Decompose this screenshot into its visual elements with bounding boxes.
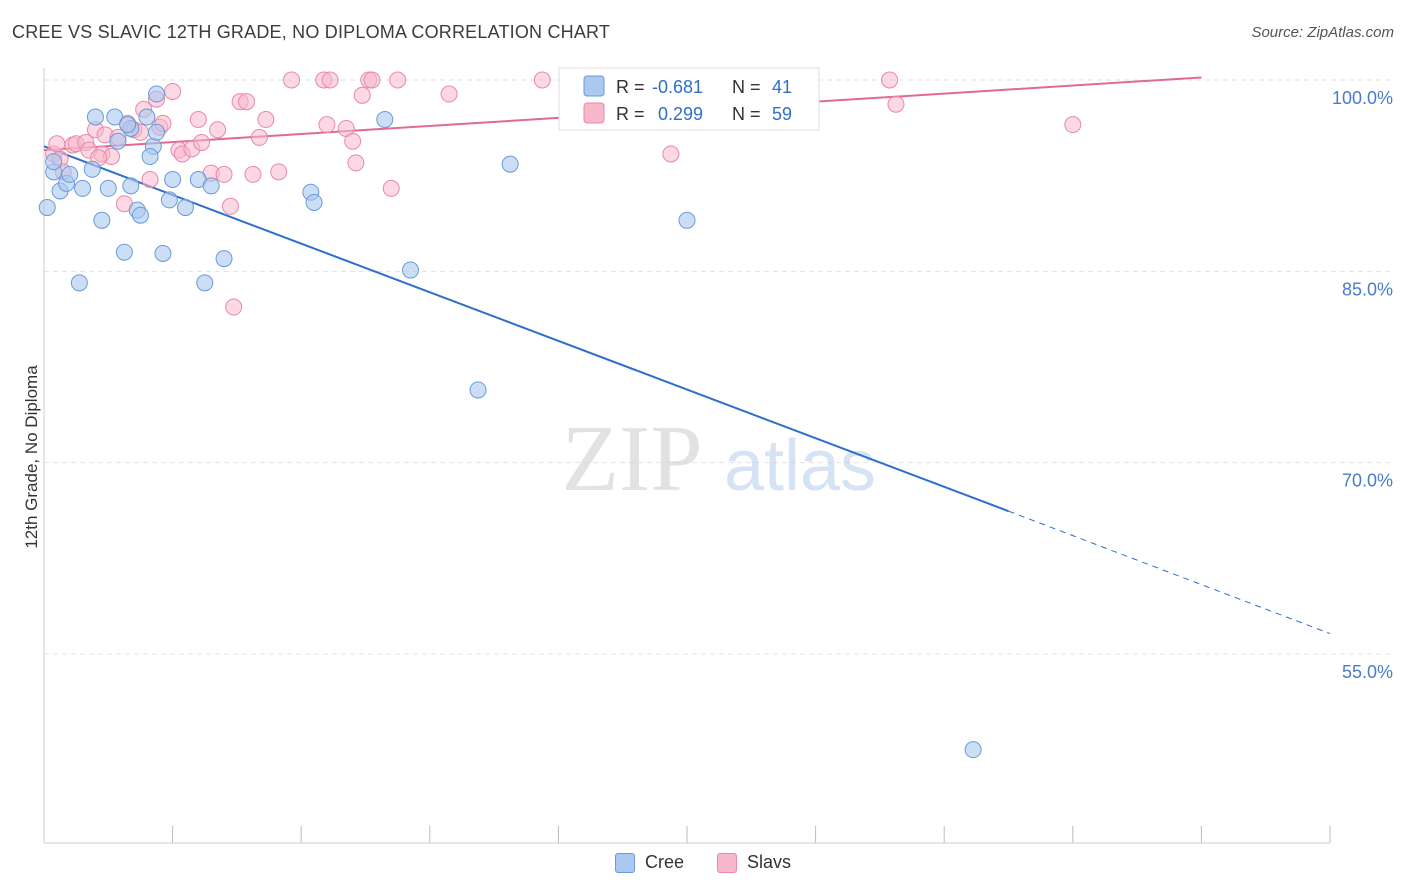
y-tick-label: 100.0%	[1332, 88, 1393, 108]
legend-label-slavs: Slavs	[747, 852, 792, 872]
y-axis-label: 12th Grade, No Diploma	[22, 365, 41, 549]
slavs-point	[440, 85, 458, 103]
cree-point	[115, 243, 133, 261]
cree-point	[678, 211, 696, 229]
cree-point	[138, 108, 156, 126]
slavs-point	[382, 179, 400, 197]
slavs-point	[881, 71, 899, 89]
slavs-point	[244, 165, 262, 183]
cree-point	[61, 165, 79, 183]
slavs-point	[533, 71, 551, 89]
cree-point	[122, 177, 140, 195]
legend-item-slavs[interactable]: Slavs	[717, 852, 791, 873]
cree-point	[402, 261, 420, 279]
slavs-point	[221, 197, 239, 215]
cree-point	[131, 206, 149, 224]
chart-source: Source: ZipAtlas.com	[1251, 24, 1394, 41]
cree-r-value: -0.681	[652, 77, 703, 97]
slavs-point	[344, 132, 362, 150]
slavs-point	[1064, 116, 1082, 134]
cree-point	[160, 191, 178, 209]
slavs-stats-swatch	[583, 102, 605, 124]
legend-label-cree: Cree	[644, 852, 684, 872]
cree-point	[148, 85, 166, 103]
cree-point	[83, 160, 101, 178]
cree-point	[376, 111, 394, 129]
cree-n-label: N =	[732, 77, 761, 97]
cree-point	[154, 244, 172, 262]
cree-point	[501, 155, 519, 173]
cree-point	[106, 108, 124, 126]
slavs-n-label: N =	[732, 104, 761, 124]
slavs-point	[353, 86, 371, 104]
y-tick-label: 55.0%	[1342, 662, 1393, 682]
cree-point	[148, 123, 166, 141]
slavs-point	[141, 170, 159, 188]
cree-point	[305, 193, 323, 211]
cree-point	[164, 170, 182, 188]
cree-trend-line	[43, 145, 1009, 513]
legend-swatch-slavs	[717, 852, 737, 873]
legend-item-cree[interactable]: Cree	[614, 852, 684, 873]
slavs-point	[887, 95, 905, 113]
cree-point	[86, 108, 104, 126]
series-legend: Cree Slavs	[0, 852, 1406, 878]
slavs-r-value: 0.299	[658, 104, 703, 124]
slavs-point	[189, 111, 207, 129]
stats-legend: R = -0.681 N = 41 R = 0.299 N = 59	[558, 67, 820, 131]
slavs-point	[250, 128, 268, 146]
slavs-point	[662, 145, 680, 163]
cree-point	[176, 199, 194, 217]
trend-lines	[43, 76, 1331, 635]
y-tick-label: 85.0%	[1342, 279, 1393, 299]
y-tick-label: 70.0%	[1342, 471, 1393, 491]
cree-point	[109, 132, 127, 150]
slavs-point	[225, 298, 243, 316]
cree-point	[99, 179, 117, 197]
slavs-r-label: R =	[616, 104, 645, 124]
cree-point	[93, 211, 111, 229]
slavs-point	[238, 93, 256, 111]
cree-point	[70, 274, 88, 292]
cree-point	[964, 741, 982, 759]
cree-point	[196, 274, 214, 292]
cree-point	[215, 250, 233, 268]
chart-title: CREE VS SLAVIC 12TH GRADE, NO DIPLOMA CO…	[12, 22, 611, 42]
slavs-point	[215, 165, 233, 183]
slavs-point	[318, 116, 336, 134]
slavs-point	[209, 121, 227, 139]
axes	[43, 68, 1331, 844]
slavs-point	[48, 135, 66, 153]
slavs-point	[193, 134, 211, 152]
watermark: ZIP atlas	[562, 407, 877, 511]
cree-r-label: R =	[616, 77, 645, 97]
watermark-atlas: atlas	[724, 426, 876, 506]
slavs-point	[257, 111, 275, 129]
slavs-point	[283, 71, 301, 89]
cree-point	[45, 153, 63, 171]
tick-labels: 100.0%85.0%70.0%55.0%0.0%40.0%	[1332, 88, 1393, 682]
slavs-n-value: 59	[772, 104, 792, 124]
slavs-point	[164, 82, 182, 100]
cree-point	[119, 116, 137, 134]
legend-swatch-cree	[614, 852, 635, 873]
cree-stats-swatch	[583, 75, 605, 97]
cree-point	[141, 148, 159, 166]
cree-trend-extension	[1008, 510, 1331, 635]
cree-point	[38, 199, 56, 217]
data-points	[38, 71, 1082, 759]
cree-point	[74, 179, 92, 197]
slavs-point	[270, 163, 288, 181]
slavs-point	[363, 71, 381, 89]
slavs-point	[321, 71, 339, 89]
cree-n-value: 41	[772, 77, 792, 97]
scatter-chart: ZIP atlas 100.0%85.0%70.0%55.0%0.0%40.0%…	[22, 67, 1395, 844]
slavs-point	[389, 71, 407, 89]
cree-point	[469, 381, 487, 399]
watermark-zip: ZIP	[562, 407, 703, 511]
gridlines	[44, 79, 1395, 655]
slavs-point	[347, 154, 365, 172]
cree-point	[202, 177, 220, 195]
